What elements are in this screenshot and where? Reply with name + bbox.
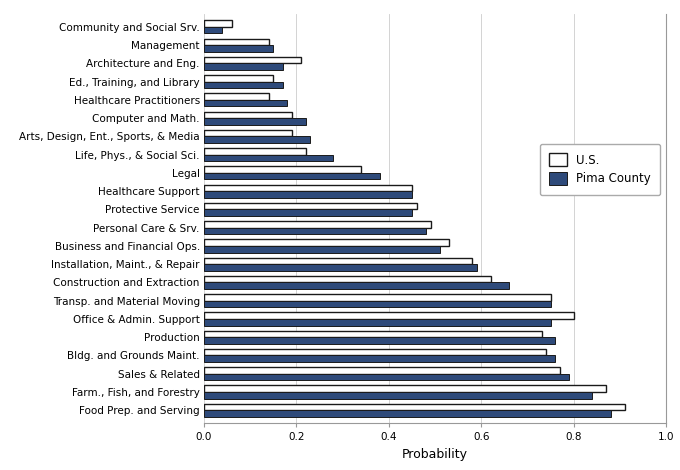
Bar [204,173,379,180]
Bar [204,130,292,136]
Bar [204,330,541,337]
Bar [204,282,509,289]
Bar [204,221,430,227]
Bar [204,355,556,362]
Bar [204,39,269,45]
Bar [204,27,222,33]
Bar [204,82,283,88]
Bar [204,136,310,143]
Bar [204,155,333,161]
Bar [204,94,269,100]
Bar [204,410,611,417]
Bar [204,57,301,63]
Bar [204,203,417,210]
Bar [204,191,412,198]
Legend: U.S., Pima County: U.S., Pima County [540,144,660,195]
Bar [204,166,361,173]
Bar [204,367,560,374]
Bar [204,118,306,125]
Bar [204,100,287,107]
Bar [204,45,273,52]
Bar [204,313,574,319]
Bar [204,337,556,344]
Bar [204,404,625,410]
Bar [204,294,551,301]
Bar [204,392,592,399]
Bar [204,148,306,155]
Bar [204,319,551,326]
Bar [204,111,292,118]
Bar [204,210,412,216]
Bar [204,239,449,246]
Bar [204,185,412,191]
Bar [204,264,477,271]
Bar [204,276,491,282]
Bar [204,301,551,307]
Bar [204,385,607,392]
Bar [204,349,546,355]
Bar [204,75,273,82]
X-axis label: Probability: Probability [402,447,469,461]
Bar [204,374,569,380]
Bar [204,246,440,252]
Bar [204,20,232,27]
Bar [204,258,472,264]
Bar [204,227,426,234]
Bar [204,63,283,70]
